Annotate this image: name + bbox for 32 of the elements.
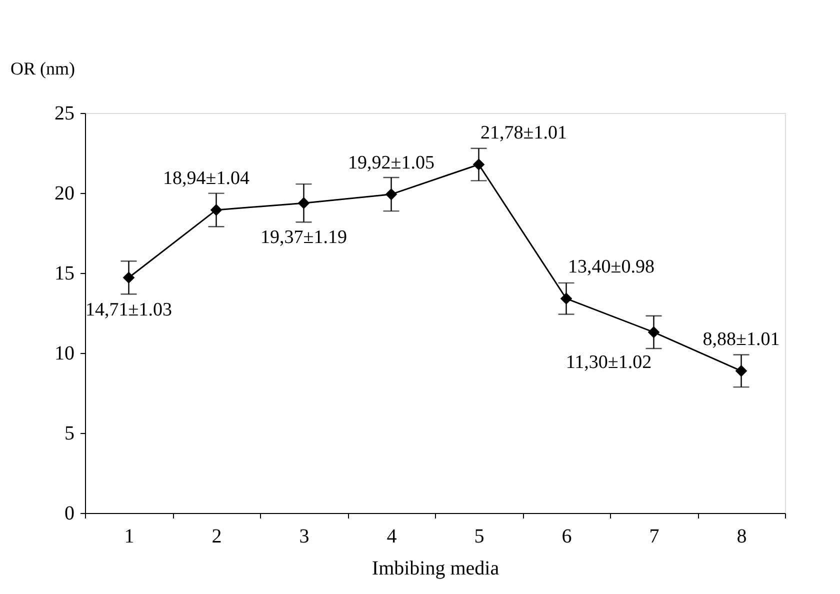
data-label: 18,94±1.04 bbox=[163, 168, 250, 189]
x-tick-label: 6 bbox=[562, 526, 572, 548]
x-tick-label: 5 bbox=[474, 526, 484, 548]
y-tick-label: 10 bbox=[54, 342, 74, 364]
y-tick-label: 25 bbox=[54, 102, 74, 124]
y-tick-label: 15 bbox=[54, 262, 74, 284]
point bbox=[735, 365, 748, 377]
data-label: 19,37±1.19 bbox=[260, 227, 347, 248]
y-tick-label: 5 bbox=[64, 422, 74, 444]
point bbox=[560, 292, 572, 305]
point bbox=[472, 158, 485, 170]
point bbox=[648, 326, 660, 338]
point bbox=[122, 272, 135, 284]
point bbox=[385, 188, 398, 200]
point bbox=[210, 204, 222, 216]
x-tick-label: 4 bbox=[386, 526, 397, 548]
x-tick-label: 2 bbox=[212, 526, 222, 548]
data-label: 21,78±1.01 bbox=[480, 122, 567, 144]
x-tick-label: 7 bbox=[649, 526, 660, 548]
y-tick-label: 0 bbox=[64, 502, 74, 524]
x-tick-label: 8 bbox=[736, 526, 747, 548]
x-tick-label: 3 bbox=[299, 526, 310, 548]
x-tick-label: 1 bbox=[124, 526, 134, 548]
y-tick-label: 20 bbox=[54, 182, 74, 204]
data-label: 13,40±0.98 bbox=[568, 256, 654, 278]
point bbox=[298, 197, 310, 209]
y-axis-title: OR (nm) bbox=[10, 58, 75, 78]
data-label: 11,30±1.02 bbox=[566, 352, 652, 374]
data-label: 8,88±1.01 bbox=[702, 328, 780, 350]
data-label: 19,92±1.05 bbox=[348, 152, 434, 174]
x-axis-title: Imbibing media bbox=[372, 558, 500, 580]
data-label: 14,71±1.03 bbox=[86, 300, 172, 321]
